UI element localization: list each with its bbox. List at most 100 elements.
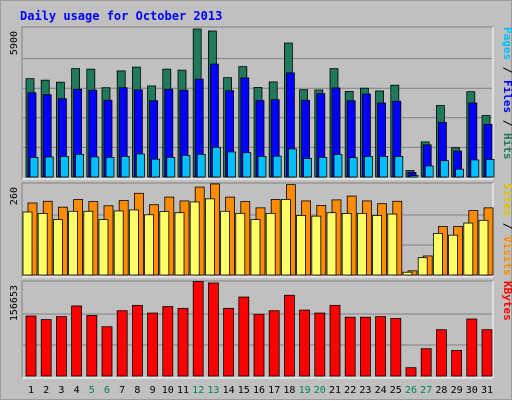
bar-pages-day-13 [211,146,221,178]
legend-entry: Sites [501,183,512,216]
bar-sites-day-24 [372,215,383,276]
bar-kbytes-day-2 [40,319,52,377]
x-tick-label: 19 [299,385,311,396]
bar-sites-day-13 [204,198,215,276]
bar-pages-day-17 [272,155,282,178]
bar-kbytes-day-18 [283,294,295,377]
y-max-label: 156653 [9,285,20,321]
y-max-label: 260 [9,187,20,205]
x-tick-label: 13 [207,385,219,396]
bar-kbytes-day-17 [268,310,280,377]
bar-pages-day-5 [90,156,100,178]
bar-kbytes-day-10 [162,306,174,377]
bar-sites-day-10 [159,211,170,276]
bar-sites-day-11 [174,212,185,276]
bar-pages-day-23 [363,156,373,178]
panels-layer: 5900 260 156653 [9,26,495,379]
bar-kbytes-day-11 [177,307,189,377]
bar-kbytes-day-22 [344,316,356,377]
bar-sites-day-7 [113,210,124,276]
x-tick-label: 21 [329,385,341,396]
legend-entry: / [501,60,512,80]
bar-sites-day-28 [432,233,443,276]
y-max-label: 5900 [9,31,20,55]
legend-hits-panel: Pages / Files / Hits [501,27,512,160]
bar-pages-day-18 [287,148,297,178]
bar-sites-day-18 [280,199,291,276]
x-axis-labels: 1 2 3 4 5 6 7 8 9 10 11 12 13 14 15 16 17 18 19 20 21 22 23 24 2… [28,385,493,396]
bar-sites-day-12 [189,201,200,276]
bar-kbytes-day-31 [481,329,493,377]
hits-panel: 5900 [9,26,495,180]
bar-pages-day-1 [29,157,39,178]
bar-kbytes-day-25 [390,318,402,377]
bar-sites-day-29 [448,234,459,276]
bar-sites-day-2 [37,212,48,276]
legend-layer: Pages / Files / Hits Sites / Visits KBytes [501,27,512,321]
bar-sites-day-26 [402,271,413,276]
legend-entry: KBytes [501,281,512,321]
bar-sites-day-3 [53,219,63,276]
legend-entry: Pages [501,27,512,60]
bar-pages-day-3 [60,156,69,178]
bar-pages-day-22 [348,157,358,178]
bar-pages-day-6 [105,157,115,178]
bar-pages-day-26 [409,175,419,178]
bar-kbytes-day-28 [435,329,447,377]
bar-kbytes-day-26 [405,367,417,377]
bar-sites-day-9 [144,214,155,276]
bar-pages-day-8 [135,153,145,178]
legend-visits-panel: Sites / Visits [501,183,512,276]
bar-pages-day-31 [485,159,495,178]
bar-kbytes-day-16 [253,313,265,377]
bar-kbytes-day-9 [147,312,159,377]
bar-pages-day-4 [75,154,84,178]
bar-sites-day-15 [235,212,246,276]
bar-pages-day-30 [470,159,480,178]
bar-pages-day-14 [227,151,237,178]
x-tick-label: 30 [466,385,478,396]
x-tick-label: 16 [253,385,265,396]
bar-pages-day-25 [394,156,404,178]
bar-sites-day-22 [341,212,352,276]
bar-kbytes-day-27 [420,348,432,377]
x-tick-label: 10 [162,385,174,396]
legend-entry: / [501,216,512,236]
bar-sites-day-27 [417,257,428,276]
x-tick-label: 6 [104,385,110,396]
bar-pages-day-29 [455,168,465,178]
bar-sites-day-17 [265,212,276,276]
bar-kbytes-day-14 [223,307,235,377]
bar-kbytes-day-19 [299,309,311,377]
bar-kbytes-day-6 [101,326,113,377]
bar-sites-day-8 [128,209,139,276]
bar-pages-day-27 [424,165,434,178]
bar-sites-day-25 [387,213,398,276]
bar-pages-day-21 [333,154,343,178]
x-tick-label: 28 [435,385,447,396]
bar-sites-day-21 [326,212,337,276]
bar-pages-day-7 [120,156,130,178]
bar-kbytes-day-13 [207,282,219,377]
bar-kbytes-day-8 [131,304,143,377]
bar-sites-day-30 [463,222,474,276]
bar-pages-day-20 [318,157,328,178]
bar-sites-day-19 [296,215,307,276]
bar-kbytes-day-7 [116,310,128,377]
x-tick-label: 25 [390,385,402,396]
bar-kbytes-day-21 [329,304,341,377]
legend-entry: Files [501,80,512,113]
x-tick-label: 14 [223,385,235,396]
legend-entry: Visits [501,236,512,276]
bar-pages-day-12 [196,154,206,178]
x-tick-label: 1 [28,385,34,396]
bar-pages-day-10 [166,157,176,178]
bar-pages-day-28 [439,160,449,178]
x-tick-label: 20 [314,385,326,396]
kbytes-panel: 156653 [9,280,494,379]
bar-kbytes-day-24 [375,316,387,377]
bar-sites-day-14 [220,210,231,276]
bar-kbytes-day-3 [56,316,67,377]
